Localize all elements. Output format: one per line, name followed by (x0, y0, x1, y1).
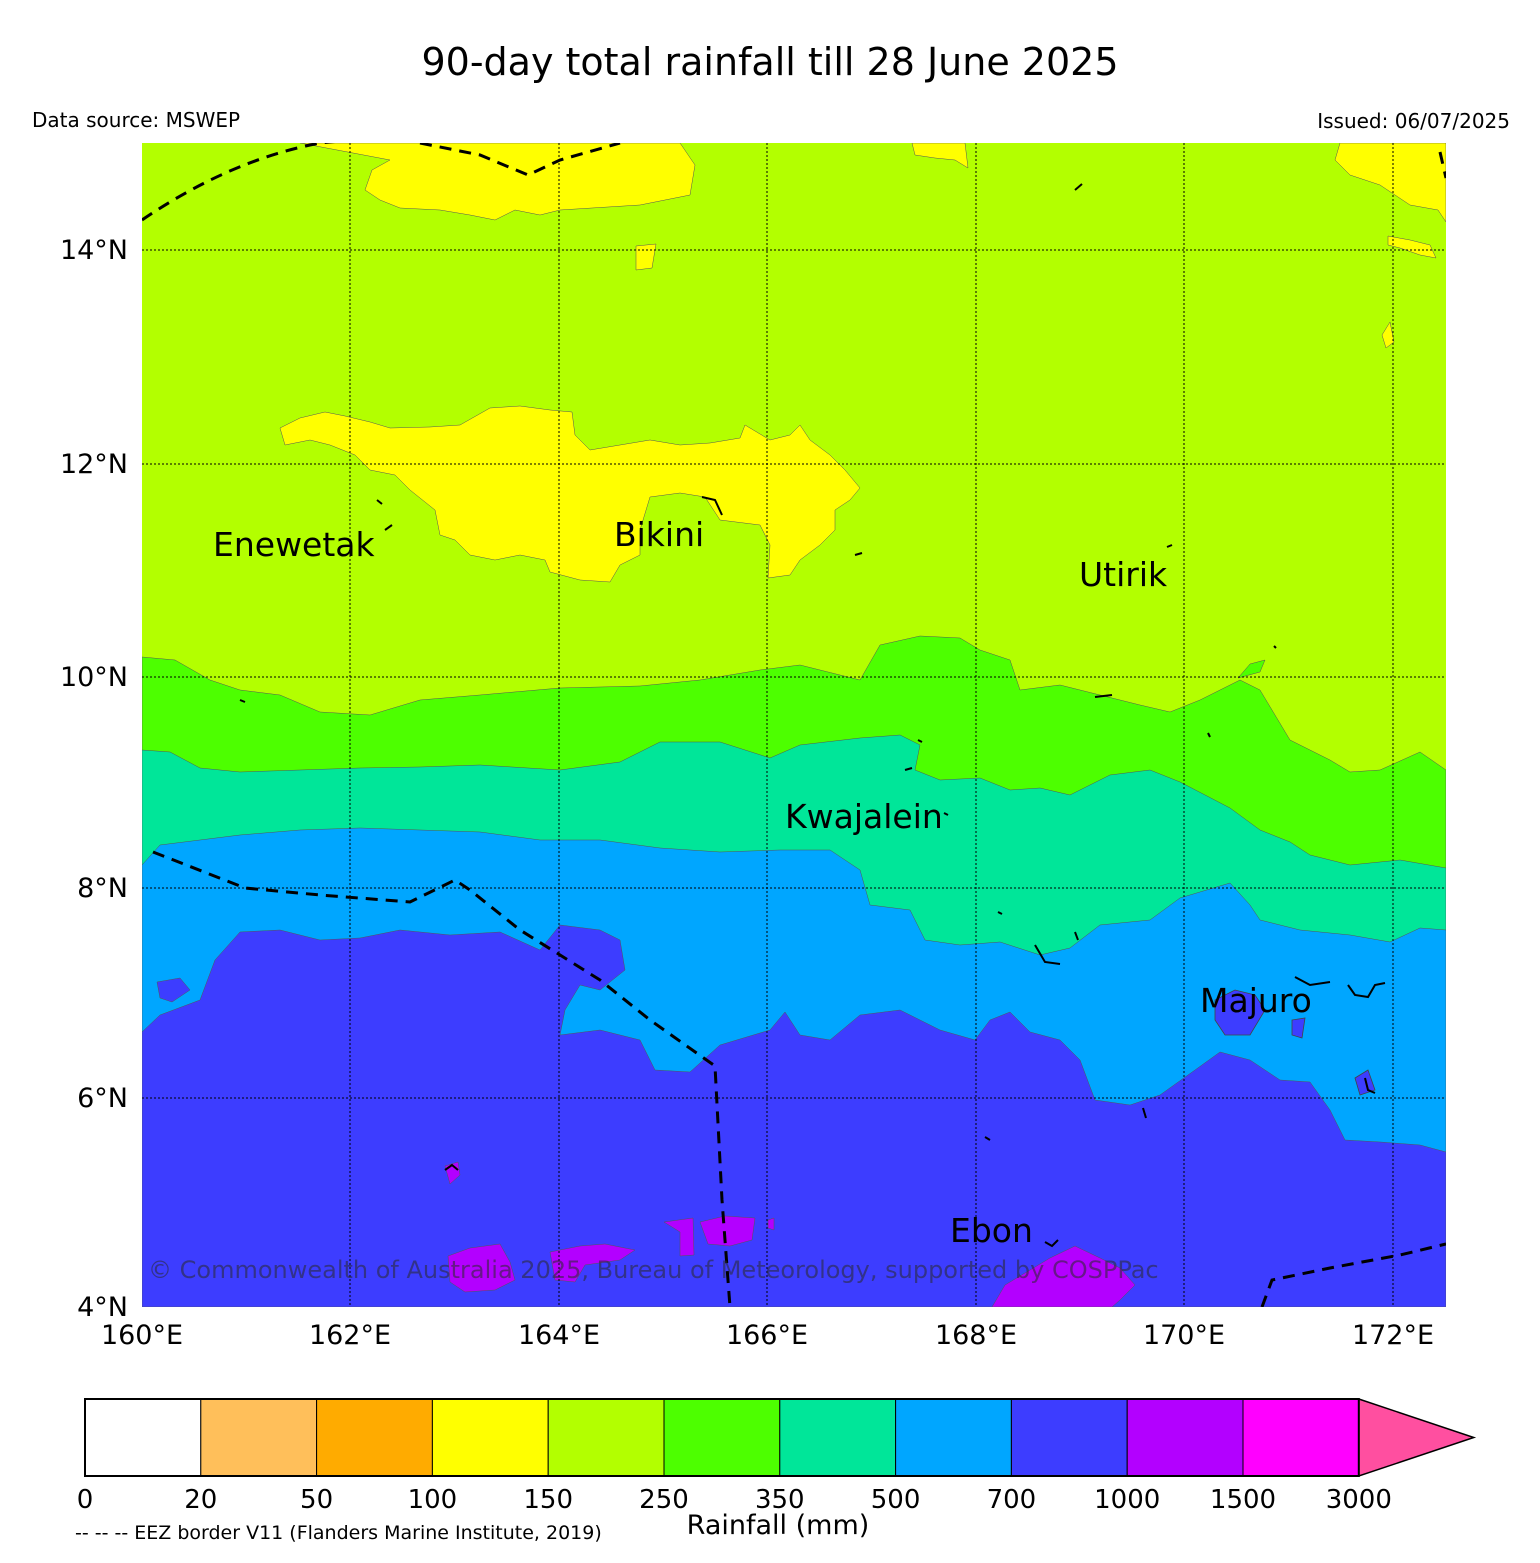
map-title: 90-day total rainfall till 28 June 2025 (421, 40, 1119, 84)
zone-1000-1500 (549, 1243, 636, 1283)
place-label-enewetak: Enewetak (213, 525, 376, 564)
colorbar-tick-label: 700 (987, 1485, 1037, 1515)
colorbar-extend-arrow (1358, 1397, 1477, 1478)
colorbar-tick-label: 0 (77, 1485, 94, 1515)
colorbar-swatch (547, 1398, 665, 1477)
colorbar-swatch (1010, 1398, 1128, 1477)
colorbar-tick-label: 150 (523, 1485, 573, 1515)
colorbar-tick-label: 1500 (1210, 1485, 1276, 1515)
zone-1000-1500 (447, 1243, 516, 1293)
zone-700-1000 (142, 924, 1446, 1307)
place-label-bikini: Bikini (614, 515, 704, 554)
island-outlines (239, 183, 1386, 1248)
graticule (142, 143, 1446, 1307)
colorbar-tick-label: 500 (871, 1485, 921, 1515)
lat-label-4n: 4°N (77, 1292, 128, 1323)
colorbar-swatch (316, 1398, 433, 1477)
zone-100-150 (911, 143, 969, 169)
lat-label-12n: 12°N (60, 449, 128, 480)
issued-date-label: Issued: 06/07/2025 (1317, 109, 1510, 133)
colorbar-tick-label: 3000 (1326, 1485, 1392, 1515)
zone-700-1000 (156, 977, 191, 1003)
lon-label-164e: 164°E (518, 1320, 600, 1351)
zone-250-350 (1237, 659, 1266, 679)
zone-1000-1500 (991, 1245, 1136, 1307)
place-label-utirik: Utirik (1079, 555, 1168, 594)
colorbar-swatch (895, 1398, 1012, 1477)
zone-100-150 (299, 143, 696, 221)
lat-label-10n: 10°N (60, 662, 128, 693)
data-source-label: Data source: MSWEP (32, 108, 241, 132)
colorbar-swatch (431, 1398, 549, 1477)
colorbar-tick-label: 20 (184, 1485, 217, 1515)
colorbar-swatch (779, 1398, 897, 1477)
colorbar-swatch (1126, 1398, 1244, 1477)
zone-1000-1500 (699, 1215, 756, 1247)
colorbar-tick-label: 250 (639, 1485, 689, 1515)
zone-1000-1500 (767, 1217, 775, 1231)
colorbar-tick-label: 1000 (1094, 1485, 1160, 1515)
lat-label-6n: 6°N (77, 1083, 128, 1114)
rainfall-field (142, 143, 1446, 1307)
zone-1000-1500 (1354, 1069, 1376, 1096)
lat-label-8n: 8°N (77, 873, 128, 904)
lon-label-170e: 170°E (1143, 1320, 1225, 1351)
colorbar-swatch (663, 1398, 781, 1477)
zone-100-150 (1381, 321, 1395, 349)
zone-1000-1500 (1214, 989, 1266, 1036)
zone-100-150 (1387, 235, 1437, 259)
colorbar-tick-label: 350 (755, 1485, 805, 1515)
lon-label-160e: 160°E (101, 1320, 183, 1351)
place-label-majuro: Majuro (1200, 981, 1312, 1020)
colorbar-tick-label: 50 (300, 1485, 333, 1515)
copyright-watermark: © Commonwealth of Australia 2025, Bureau… (148, 1256, 1159, 1284)
colorbar-tick-label: 100 (408, 1485, 458, 1515)
lon-label-166e: 166°E (726, 1320, 808, 1351)
colorbar-swatch (200, 1398, 318, 1477)
zone-100-150 (1334, 143, 1446, 223)
place-label-ebon: Ebon (950, 1211, 1033, 1250)
colorbar: 0 20 50 100 150 250 350 500 700 1000 1500 3000 (77, 1397, 1477, 1515)
place-label-kwajalein: Kwajalein (785, 797, 943, 836)
lat-label-14n: 14°N (60, 235, 128, 266)
zone-1000-1500 (663, 1217, 695, 1257)
colorbar-title: Rainfall (mm) (686, 1510, 870, 1541)
colorbar-swatch (84, 1398, 202, 1477)
lon-label-172e: 172°E (1352, 1320, 1434, 1351)
colorbar-outline (84, 1398, 1360, 1477)
colorbar-swatch (1242, 1398, 1360, 1477)
lon-label-162e: 162°E (309, 1320, 391, 1351)
eez-border (142, 143, 1446, 1307)
eez-legend-note: -- -- -- EEZ border V11 (Flanders Marine… (75, 1522, 602, 1544)
zone-100-150 (279, 405, 861, 583)
zone-1000-1500 (1291, 1017, 1306, 1039)
lon-label-168e: 168°E (935, 1320, 1017, 1351)
